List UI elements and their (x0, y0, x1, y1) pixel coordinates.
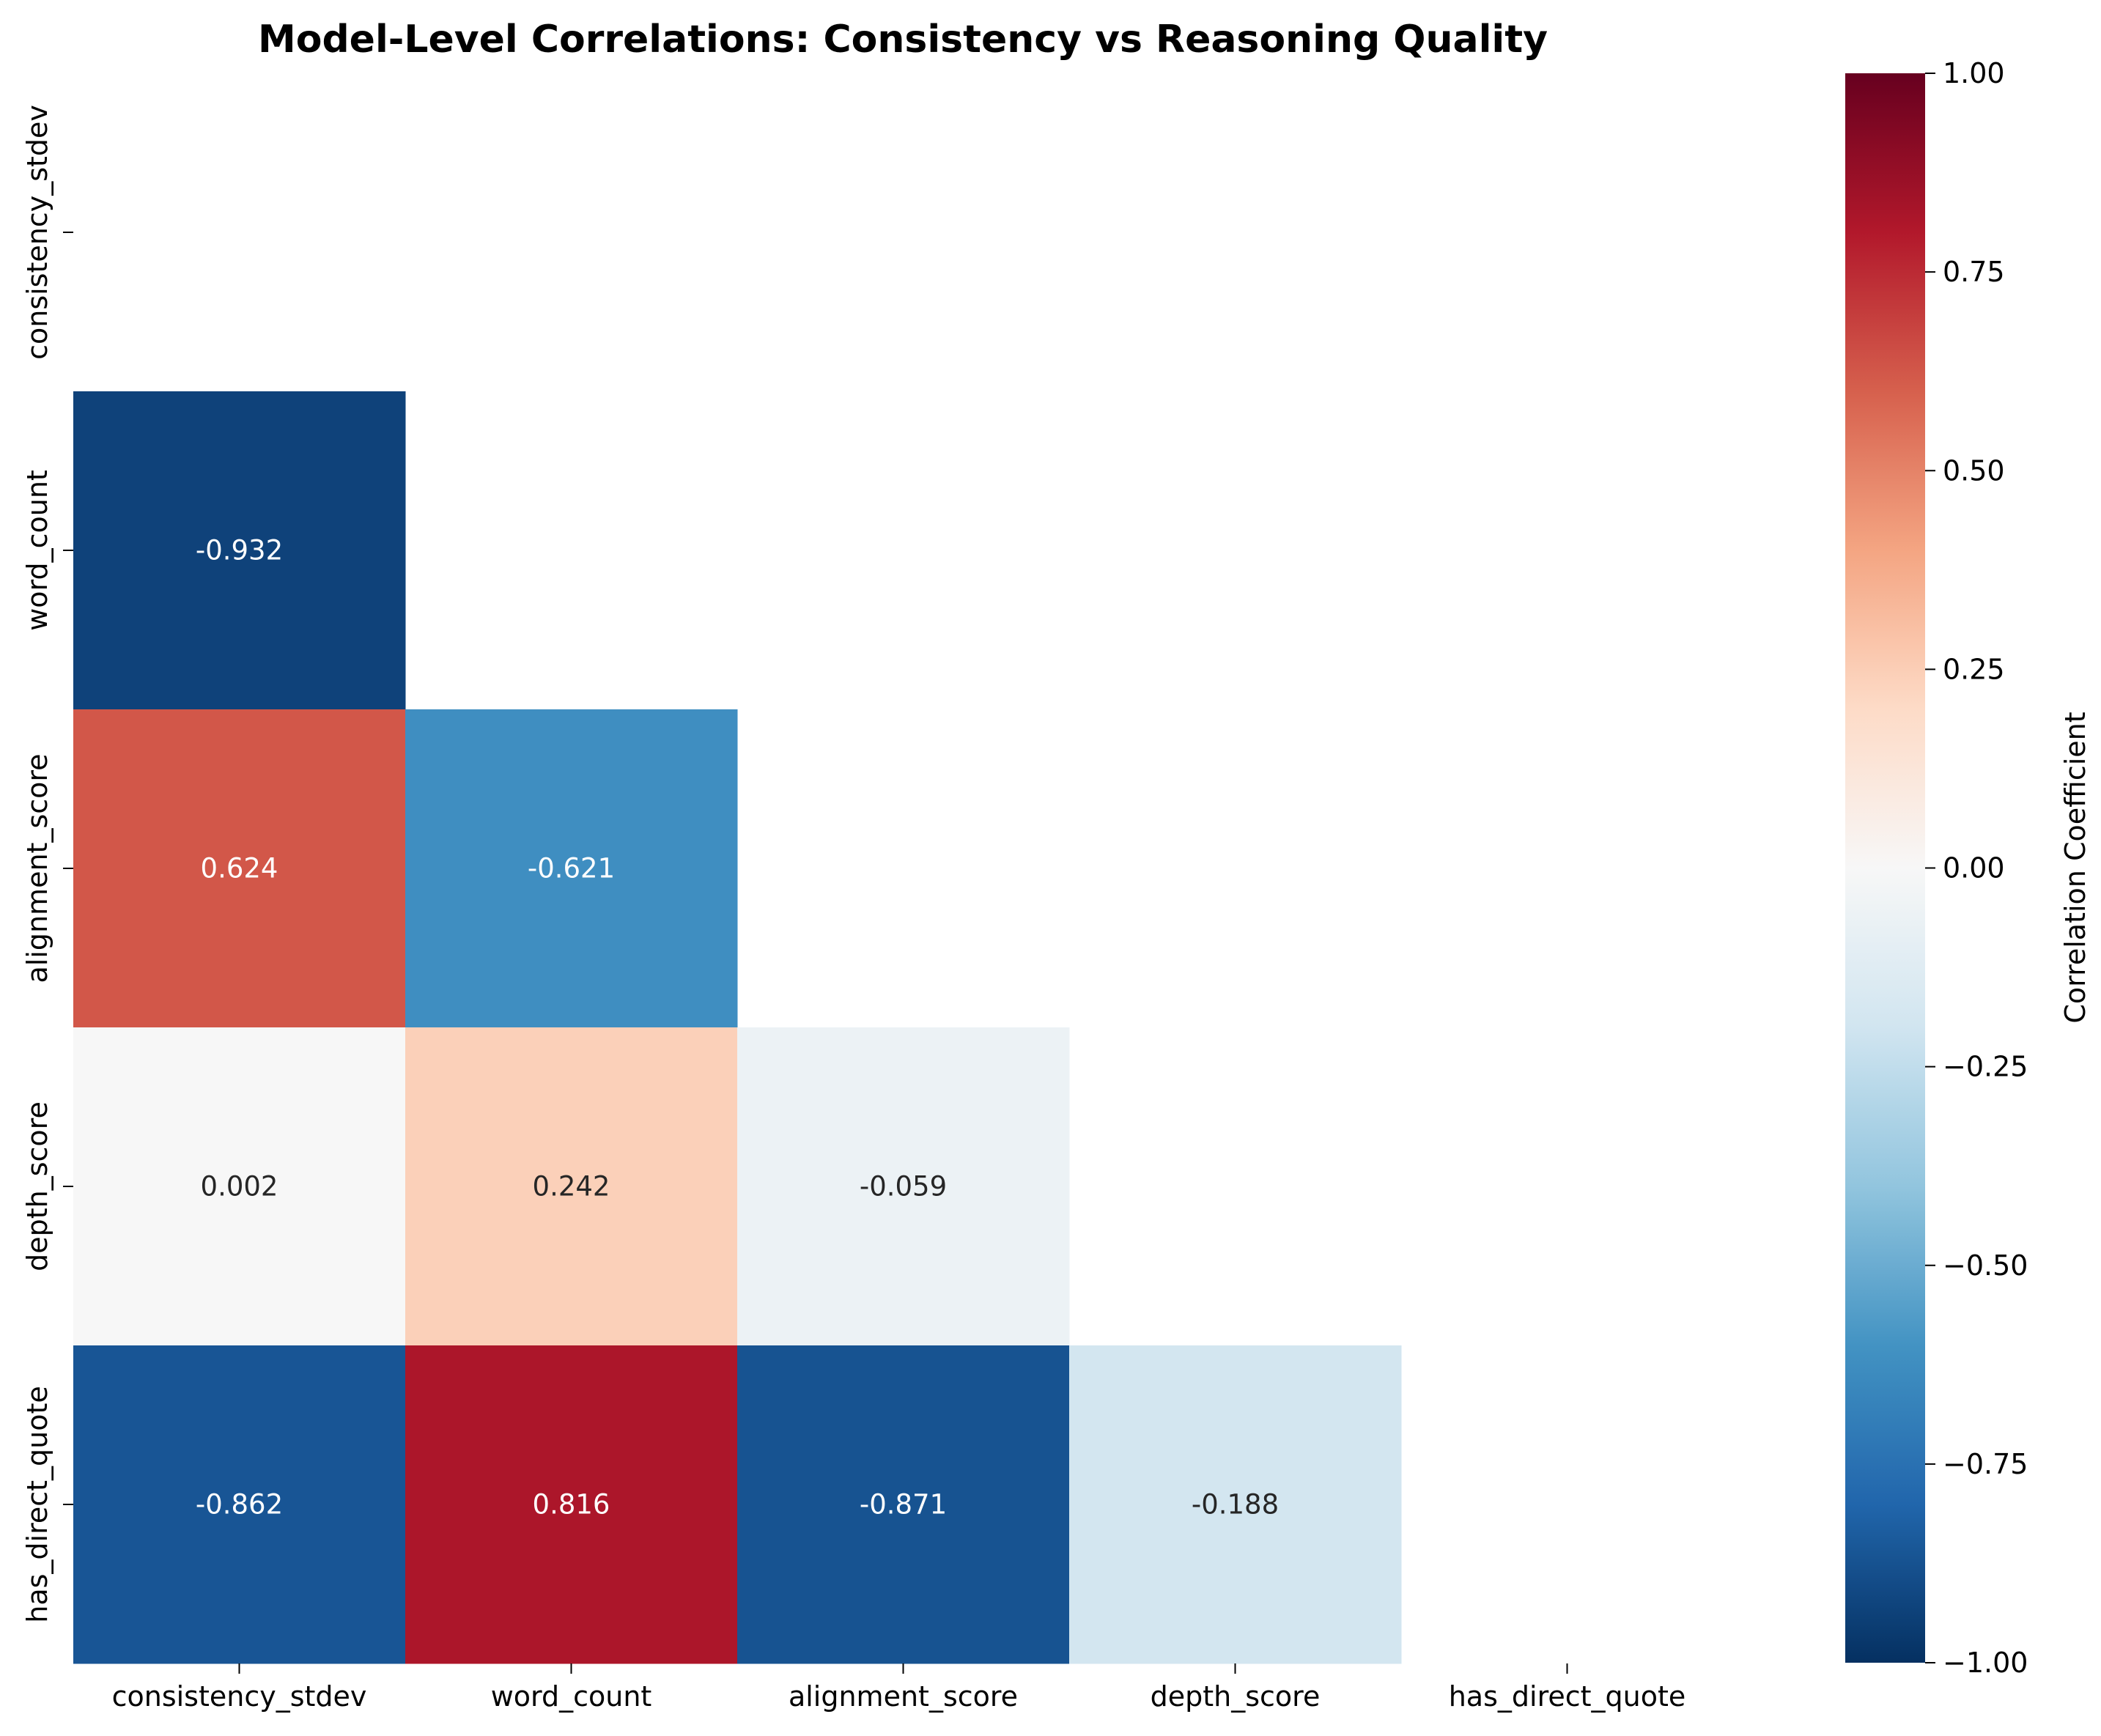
x-tick-label: depth_score (1151, 1680, 1321, 1713)
chart-title: Model-Level Correlations: Consistency vs… (258, 18, 1548, 62)
colorbar-tick-label: −0.25 (1943, 1051, 2028, 1083)
colorbar-tick-label: 0.25 (1943, 653, 2005, 685)
cell-value-label: 0.002 (201, 1171, 278, 1203)
y-tick-label: alignment_score (21, 753, 53, 983)
cell-value-label: -0.871 (860, 1489, 947, 1521)
heatmap-cell (1069, 1345, 1402, 1664)
x-axis: consistency_stdev word_count alignment_sco… (112, 1663, 1686, 1713)
heatmap-cell (405, 1345, 738, 1664)
heatmap-annotations: -0.932 0.624 -0.621 0.002 0.242 -0.059 -0.862 0… (196, 535, 1279, 1521)
cell-value-label: -0.621 (528, 853, 615, 884)
x-tick-label: has_direct_quote (1449, 1680, 1686, 1713)
y-tick-label: depth_score (21, 1101, 53, 1271)
colorbar-tick-label: −1.00 (1943, 1647, 2028, 1679)
colorbar-tick-label: 0.75 (1943, 256, 2005, 288)
colorbar-tick-label: −0.50 (1943, 1249, 2028, 1282)
heatmap-cell (73, 1345, 406, 1664)
heatmap-cell (405, 1027, 738, 1346)
heatmap-cell (73, 391, 406, 710)
x-tick-label: consistency_stdev (112, 1680, 367, 1713)
cell-value-label: 0.816 (533, 1489, 610, 1521)
cell-value-label: -0.188 (1192, 1489, 1279, 1521)
cell-value-label: -0.059 (860, 1171, 947, 1203)
y-tick-label: consistency_stdev (21, 105, 53, 360)
colorbar-tick-label: 0.50 (1943, 454, 2005, 487)
heatmap-cells (73, 391, 1402, 1664)
colorbar-gradient-bar (1845, 73, 1925, 1663)
y-tick-label: word_count (21, 470, 53, 631)
cell-value-label: 0.242 (533, 1171, 610, 1203)
y-tick-label: has_direct_quote (21, 1386, 53, 1623)
heatmap-cell (73, 709, 406, 1028)
colorbar-tick-label: −0.75 (1943, 1448, 2028, 1480)
y-axis: consistency_stdev word_count alignment_sco… (21, 105, 73, 1623)
colorbar-tick-label: 0.00 (1943, 852, 2005, 884)
colorbar-ticks: −1.00 −0.75 −0.50 −0.25 0.00 0.25 0.50 0.75 1.00 (1925, 57, 2028, 1679)
heatmap-cell (737, 1345, 1070, 1664)
cell-value-label: 0.624 (201, 853, 278, 884)
cell-value-label: -0.932 (196, 535, 283, 566)
heatmap-cell (405, 709, 738, 1028)
x-tick-label: word_count (491, 1680, 652, 1713)
colorbar-tick-label: 1.00 (1943, 57, 2005, 89)
cell-value-label: -0.862 (196, 1489, 283, 1521)
x-tick-label: alignment_score (789, 1680, 1018, 1713)
heatmap-cell (737, 1027, 1070, 1346)
colorbar-label: Correlation Coefficient (2059, 712, 2091, 1023)
colorbar: −1.00 −0.75 −0.50 −0.25 0.00 0.25 0.50 0.75 1.00… (1845, 57, 2091, 1679)
heatmap-cell (73, 1027, 406, 1346)
